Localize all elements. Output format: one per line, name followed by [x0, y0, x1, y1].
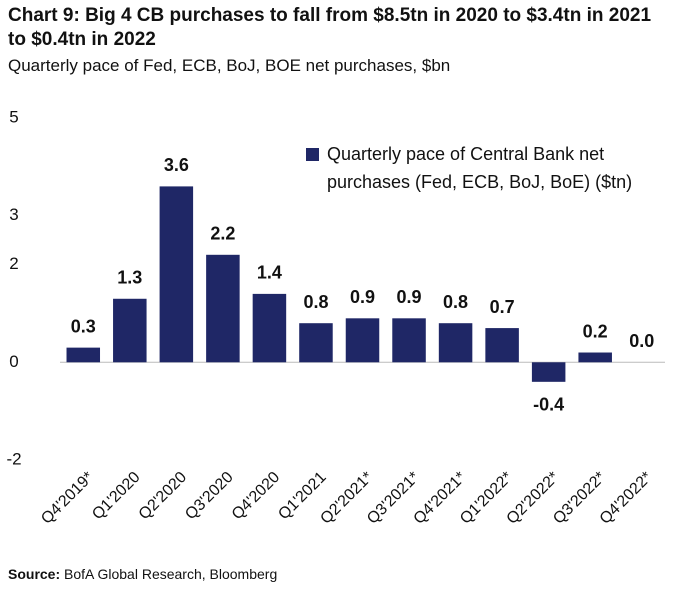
- bar: [578, 352, 612, 363]
- bar: [531, 362, 566, 382]
- source-text: BofA Global Research, Bloomberg: [64, 566, 278, 582]
- data-label: 0.9: [350, 287, 375, 307]
- data-label: 0.8: [443, 292, 468, 312]
- bar: [206, 254, 240, 363]
- data-label: 2.2: [210, 224, 235, 244]
- y-tick-label: 5: [9, 107, 18, 126]
- legend-swatch: [306, 148, 319, 161]
- x-tick-label: Q1'2020: [89, 469, 144, 524]
- data-label: 0.7: [490, 297, 515, 317]
- x-tick-label: Q2'2020: [136, 469, 191, 524]
- bar: [345, 318, 380, 363]
- bar: [66, 347, 101, 363]
- bar: [113, 298, 147, 363]
- chart-title: Chart 9: Big 4 CB purchases to fall from…: [8, 5, 652, 50]
- data-label: 0.3: [71, 316, 96, 336]
- data-label: 3.6: [164, 155, 189, 175]
- y-tick-label: 0: [9, 352, 18, 371]
- x-tick-label: Q3'2020: [182, 469, 237, 524]
- data-label: 1.3: [117, 268, 142, 288]
- data-label: -0.4: [533, 395, 564, 415]
- bar: [252, 293, 287, 363]
- data-label: 0.9: [397, 287, 422, 307]
- data-label: 0.2: [583, 321, 608, 341]
- y-tick-label: -2: [6, 449, 21, 468]
- data-label: 0.8: [303, 292, 328, 312]
- legend-label: Quarterly pace of Central Bank net purch…: [327, 144, 633, 192]
- legend: Quarterly pace of Central Bank net purch…: [306, 140, 666, 196]
- bar: [392, 318, 426, 363]
- bar: [485, 328, 519, 363]
- x-tick-label: Q4'2020: [229, 469, 284, 524]
- source: Source: BofA Global Research, Bloomberg: [8, 566, 277, 582]
- source-label: Source:: [8, 566, 61, 582]
- chart-subtitle: Quarterly pace of Fed, ECB, BoJ, BOE net…: [8, 56, 451, 75]
- x-tick-label: Q4'2019*: [38, 469, 97, 528]
- bar: [438, 323, 473, 363]
- y-tick-label: 2: [9, 254, 18, 273]
- data-label: 1.4: [257, 263, 282, 283]
- bar: [299, 323, 333, 363]
- data-label: 0.0: [629, 331, 654, 351]
- bar: [159, 186, 194, 363]
- y-tick-label: 3: [9, 205, 18, 224]
